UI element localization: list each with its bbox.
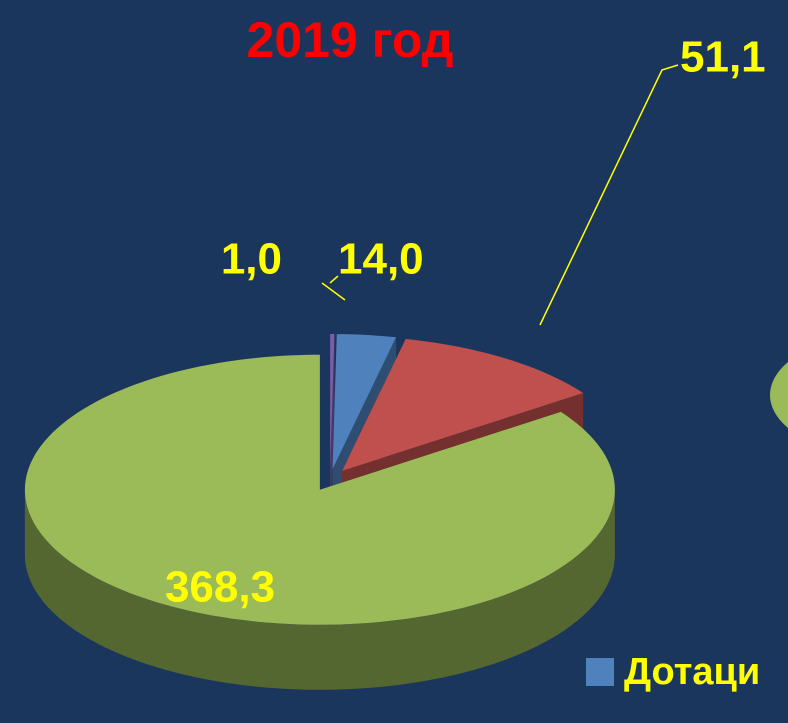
data-label: 51,1 <box>680 33 766 82</box>
data-label: 14,0 <box>338 235 424 284</box>
slice <box>330 334 335 470</box>
slice-face <box>330 334 335 535</box>
slice <box>332 334 397 470</box>
decoration <box>770 362 788 428</box>
slice <box>24 354 615 625</box>
legend-label: Дотаци <box>624 651 760 693</box>
slice-side <box>24 489 615 690</box>
slice <box>342 339 584 471</box>
data-label: 368,3 <box>165 563 275 612</box>
legend-swatch <box>586 658 614 686</box>
chart-title: 2019 год <box>247 12 454 68</box>
leader-line <box>329 275 339 284</box>
data-label: 1,0 <box>221 235 282 284</box>
leader-line <box>539 64 679 326</box>
leader-line <box>321 282 346 301</box>
